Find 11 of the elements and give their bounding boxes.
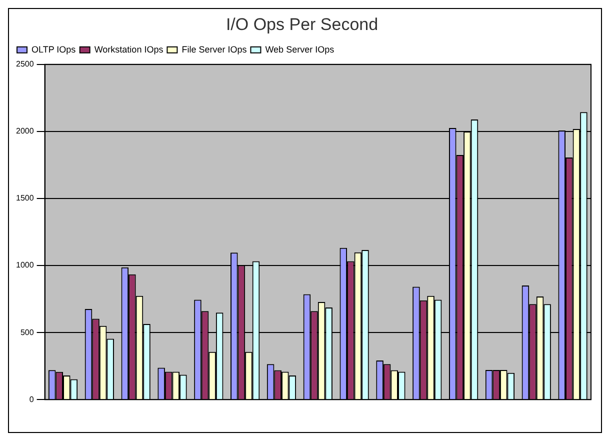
y-tick-label: 2500 — [16, 60, 34, 69]
legend-label: Workstation IOps — [94, 44, 164, 54]
legend-label: Web Server IOps — [265, 44, 335, 54]
y-tick-label: 500 — [20, 328, 34, 337]
legend-label: OLTP IOps — [32, 44, 76, 54]
y-tick-label: 2000 — [16, 126, 34, 136]
legend-label: File Server IOps — [182, 44, 248, 54]
y-tick-label: 0 — [29, 394, 34, 404]
chart-title: I/O Ops Per Second — [226, 14, 378, 34]
y-tick-label: 1500 — [16, 194, 34, 203]
y-tick-label: 1000 — [16, 260, 34, 270]
